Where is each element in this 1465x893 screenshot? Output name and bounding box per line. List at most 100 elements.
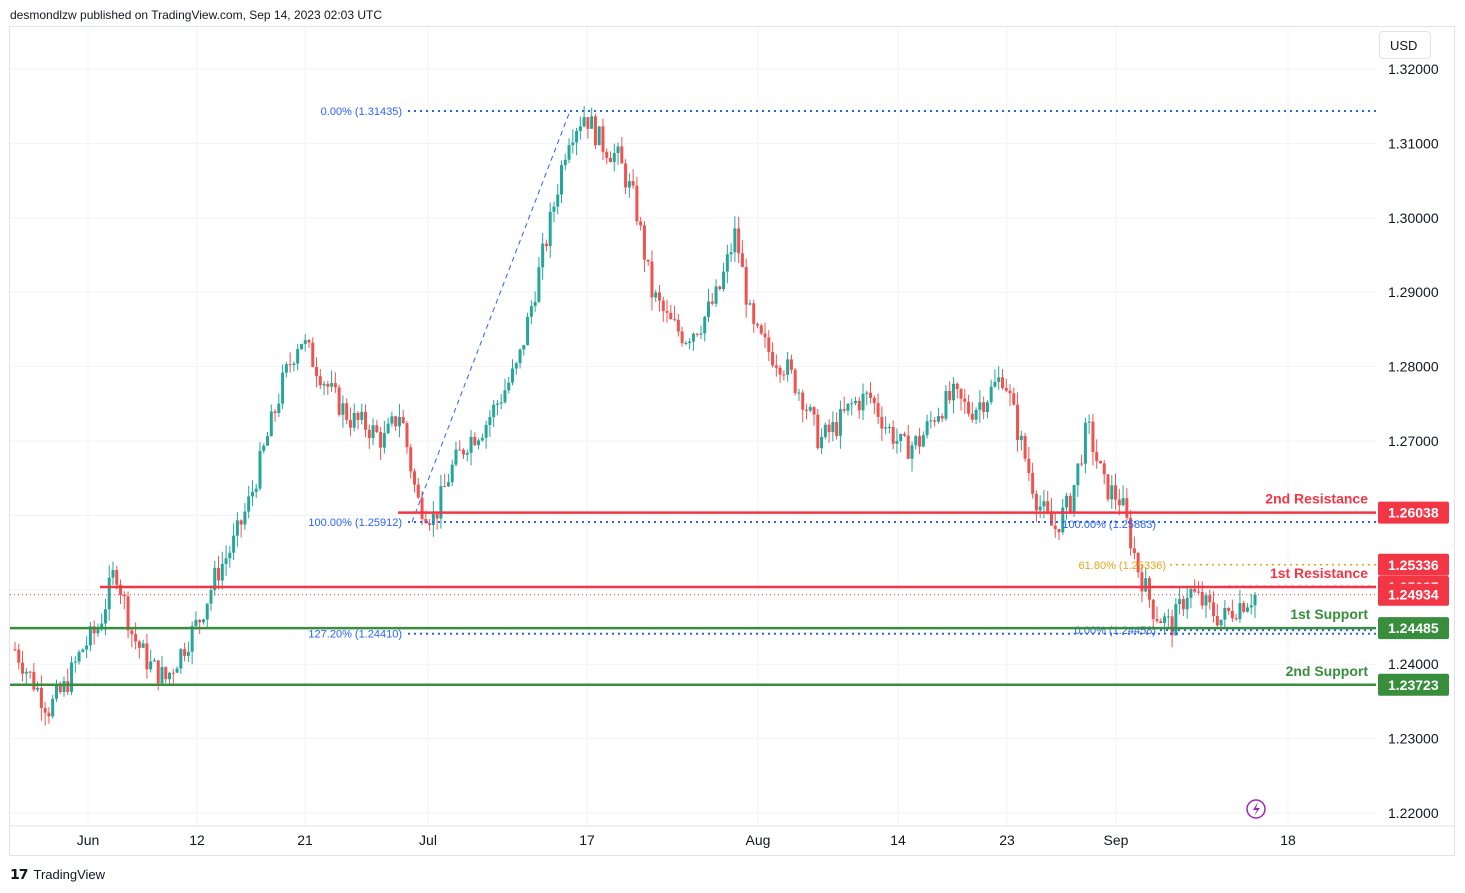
x-tick-label: Aug bbox=[746, 832, 771, 848]
lightning-icon[interactable] bbox=[1246, 799, 1266, 819]
candle bbox=[669, 304, 673, 320]
x-tick-label: 21 bbox=[297, 832, 313, 848]
candle bbox=[465, 449, 469, 462]
candle bbox=[906, 424, 910, 460]
candle bbox=[1178, 586, 1182, 615]
candle bbox=[137, 639, 141, 659]
candle bbox=[39, 675, 43, 721]
candle bbox=[1189, 585, 1193, 609]
candle bbox=[529, 300, 533, 325]
candle bbox=[152, 658, 156, 662]
y-tick-label: 1.22000 bbox=[1388, 805, 1439, 821]
candle bbox=[816, 408, 820, 450]
candle bbox=[239, 519, 243, 538]
candle bbox=[706, 288, 710, 323]
candle bbox=[62, 676, 66, 697]
candle bbox=[431, 501, 435, 537]
candle bbox=[733, 216, 737, 262]
candle bbox=[537, 257, 541, 303]
candle bbox=[846, 403, 850, 416]
candle bbox=[1129, 510, 1133, 556]
candle bbox=[81, 648, 85, 653]
candle bbox=[997, 366, 1001, 390]
fib-label: 100.00% (1.25883) bbox=[1062, 519, 1156, 531]
candle bbox=[337, 384, 341, 417]
candle bbox=[827, 419, 831, 443]
candle bbox=[379, 427, 383, 460]
candle bbox=[661, 296, 665, 322]
x-tick-label: 23 bbox=[999, 832, 1015, 848]
candle bbox=[970, 402, 974, 423]
candle bbox=[235, 511, 239, 547]
candle bbox=[838, 400, 842, 449]
candle bbox=[292, 361, 296, 372]
candle bbox=[699, 325, 703, 340]
price-tag-label: 1.23723 bbox=[1388, 677, 1439, 693]
candle bbox=[684, 340, 688, 346]
y-tick-label: 1.32000 bbox=[1388, 61, 1439, 77]
candle bbox=[548, 202, 552, 258]
candle bbox=[107, 565, 111, 621]
candle bbox=[1238, 590, 1242, 623]
candle bbox=[789, 354, 793, 374]
candle bbox=[111, 561, 115, 586]
candle bbox=[782, 370, 786, 381]
candle bbox=[409, 443, 413, 479]
candle bbox=[582, 105, 586, 128]
candle bbox=[1151, 598, 1155, 631]
candle bbox=[390, 411, 394, 427]
candle bbox=[744, 258, 748, 318]
candle bbox=[1053, 513, 1057, 538]
fib-label: 127.20% (1.24410) bbox=[308, 629, 402, 641]
candle bbox=[767, 330, 771, 362]
candle bbox=[1023, 432, 1027, 462]
y-tick-label: 1.27000 bbox=[1388, 433, 1439, 449]
candle bbox=[164, 666, 168, 683]
price-tag-label: 1.24485 bbox=[1388, 620, 1439, 636]
candle bbox=[522, 345, 526, 356]
candle bbox=[1219, 619, 1223, 628]
candle bbox=[205, 603, 209, 628]
candle bbox=[808, 404, 812, 413]
candle bbox=[360, 403, 364, 425]
candle bbox=[507, 376, 511, 394]
candle bbox=[469, 429, 473, 466]
candle bbox=[1117, 488, 1121, 516]
candle bbox=[722, 262, 726, 292]
candle bbox=[250, 480, 254, 507]
candle bbox=[345, 398, 349, 425]
candle bbox=[1061, 499, 1065, 535]
candle bbox=[1140, 564, 1144, 603]
candle bbox=[820, 428, 824, 454]
candle bbox=[853, 396, 857, 406]
candle bbox=[880, 406, 884, 441]
candle bbox=[85, 636, 89, 659]
candle bbox=[1114, 473, 1118, 510]
currency-selector[interactable]: USD bbox=[1379, 31, 1431, 59]
candle bbox=[609, 151, 613, 163]
candle bbox=[857, 396, 861, 419]
candle bbox=[869, 381, 873, 404]
candle bbox=[130, 629, 134, 648]
candle bbox=[1098, 460, 1102, 464]
candle bbox=[217, 555, 221, 590]
candle bbox=[318, 368, 322, 390]
candle bbox=[993, 369, 997, 388]
candle bbox=[1083, 417, 1087, 474]
candle bbox=[963, 388, 967, 415]
candle bbox=[872, 395, 876, 415]
candle bbox=[1230, 599, 1234, 622]
candle bbox=[375, 420, 379, 434]
candle bbox=[955, 382, 959, 399]
candle bbox=[918, 427, 922, 454]
candle bbox=[593, 113, 597, 150]
candle bbox=[605, 148, 609, 165]
candle bbox=[254, 483, 258, 499]
candle bbox=[179, 648, 183, 674]
candle bbox=[737, 216, 741, 264]
candle bbox=[1147, 576, 1151, 608]
candle bbox=[311, 337, 315, 368]
fib-label: 0.00% (1.31435) bbox=[321, 106, 402, 118]
fib-label: 61.80% (1.25336) bbox=[1079, 560, 1166, 572]
